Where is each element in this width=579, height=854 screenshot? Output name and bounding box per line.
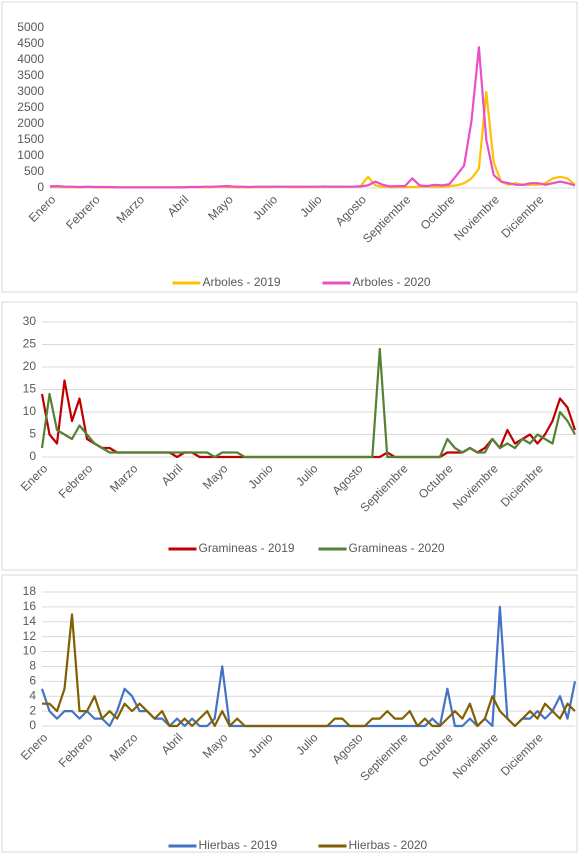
y-tick-label: 18 bbox=[23, 584, 37, 598]
x-tick-label: Septiembre bbox=[357, 730, 411, 784]
y-tick-label: 10 bbox=[23, 644, 37, 658]
x-tick-label: Enero bbox=[18, 461, 51, 494]
x-tick-label: Marzo bbox=[114, 192, 148, 226]
x-tick-label: Febrero bbox=[63, 192, 103, 232]
data-line bbox=[49, 90, 576, 189]
x-tick-label: Julio bbox=[293, 461, 321, 489]
y-tick-label: 0 bbox=[29, 718, 36, 732]
y-tick-label: 0 bbox=[29, 449, 36, 463]
x-tick-label: Agosto bbox=[333, 192, 370, 229]
legend-label: Arboles - 2019 bbox=[203, 275, 281, 289]
y-tick-label: 8 bbox=[29, 659, 36, 673]
y-tick-label: 3000 bbox=[17, 84, 44, 98]
x-tick-label: Septiembre bbox=[357, 461, 411, 515]
y-tick-label: 10 bbox=[23, 404, 37, 418]
legend-label: Hierbas - 2020 bbox=[349, 838, 428, 852]
legend-label: Arboles - 2020 bbox=[353, 275, 431, 289]
y-tick-label: 2500 bbox=[17, 100, 44, 114]
panel-frame bbox=[1, 574, 578, 853]
x-tick-label: Marzo bbox=[107, 461, 141, 495]
y-tick-label: 5 bbox=[29, 427, 36, 441]
y-tick-label: 15 bbox=[23, 382, 37, 396]
y-tick-label: 4000 bbox=[17, 52, 44, 66]
x-tick-label: Febrero bbox=[56, 730, 96, 770]
y-tick-label: 1000 bbox=[17, 148, 44, 162]
x-tick-label: Junio bbox=[250, 192, 280, 222]
y-tick-label: 5000 bbox=[17, 20, 44, 34]
panel-frame bbox=[1, 301, 578, 571]
x-tick-label: Julio bbox=[297, 192, 325, 220]
x-tick-label: Diciembre bbox=[498, 192, 546, 240]
x-tick-label: Abril bbox=[159, 730, 186, 757]
x-tick-label: Septiembre bbox=[360, 192, 414, 246]
x-tick-label: Enero bbox=[26, 192, 59, 225]
x-tick-label: Abril bbox=[165, 192, 192, 219]
x-tick-label: Noviembre bbox=[450, 461, 501, 512]
data-line bbox=[42, 613, 576, 728]
x-tick-label: Octubre bbox=[418, 192, 458, 232]
x-tick-label: Mayo bbox=[205, 192, 236, 223]
data-line bbox=[49, 46, 576, 189]
y-tick-label: 16 bbox=[23, 599, 37, 613]
legend-label: Hierbas - 2019 bbox=[199, 838, 278, 852]
y-tick-label: 4500 bbox=[17, 36, 44, 50]
x-tick-label: Junio bbox=[245, 730, 275, 760]
x-tick-label: Marzo bbox=[107, 730, 141, 764]
legend-label: Gramineas - 2020 bbox=[349, 541, 445, 555]
y-tick-label: 20 bbox=[23, 359, 37, 373]
x-tick-label: Diciembre bbox=[498, 461, 546, 509]
data-line bbox=[40, 379, 577, 459]
panel-frame bbox=[1, 1, 578, 293]
data-line bbox=[40, 347, 576, 459]
y-tick-label: 4 bbox=[29, 688, 36, 702]
y-tick-label: 1500 bbox=[17, 132, 44, 146]
x-tick-label: Agosto bbox=[329, 730, 366, 767]
y-tick-label: 14 bbox=[23, 614, 37, 628]
y-tick-label: 12 bbox=[23, 629, 37, 643]
x-tick-label: Agosto bbox=[329, 461, 366, 498]
x-tick-label: Octubre bbox=[416, 461, 456, 501]
y-tick-label: 6 bbox=[29, 674, 36, 688]
x-tick-label: Febrero bbox=[56, 461, 96, 501]
y-tick-label: 3500 bbox=[17, 68, 44, 82]
x-tick-label: Abril bbox=[159, 461, 186, 488]
x-tick-label: Enero bbox=[18, 730, 51, 763]
y-tick-label: 2000 bbox=[17, 116, 44, 130]
x-tick-label: Noviembre bbox=[450, 730, 501, 781]
x-tick-label: Noviembre bbox=[451, 192, 502, 243]
y-tick-label: 30 bbox=[23, 314, 37, 328]
y-tick-label: 2 bbox=[29, 703, 36, 717]
x-tick-label: Julio bbox=[293, 730, 321, 758]
y-tick-label: 25 bbox=[23, 337, 37, 351]
x-tick-label: Junio bbox=[245, 461, 275, 491]
x-tick-label: Mayo bbox=[200, 461, 231, 492]
x-tick-label: Diciembre bbox=[498, 730, 546, 778]
x-tick-label: Mayo bbox=[200, 730, 231, 761]
y-tick-label: 500 bbox=[24, 164, 44, 178]
legend-label: Gramineas - 2019 bbox=[199, 541, 295, 555]
x-tick-label: Octubre bbox=[416, 730, 456, 770]
y-tick-label: 0 bbox=[37, 180, 44, 194]
